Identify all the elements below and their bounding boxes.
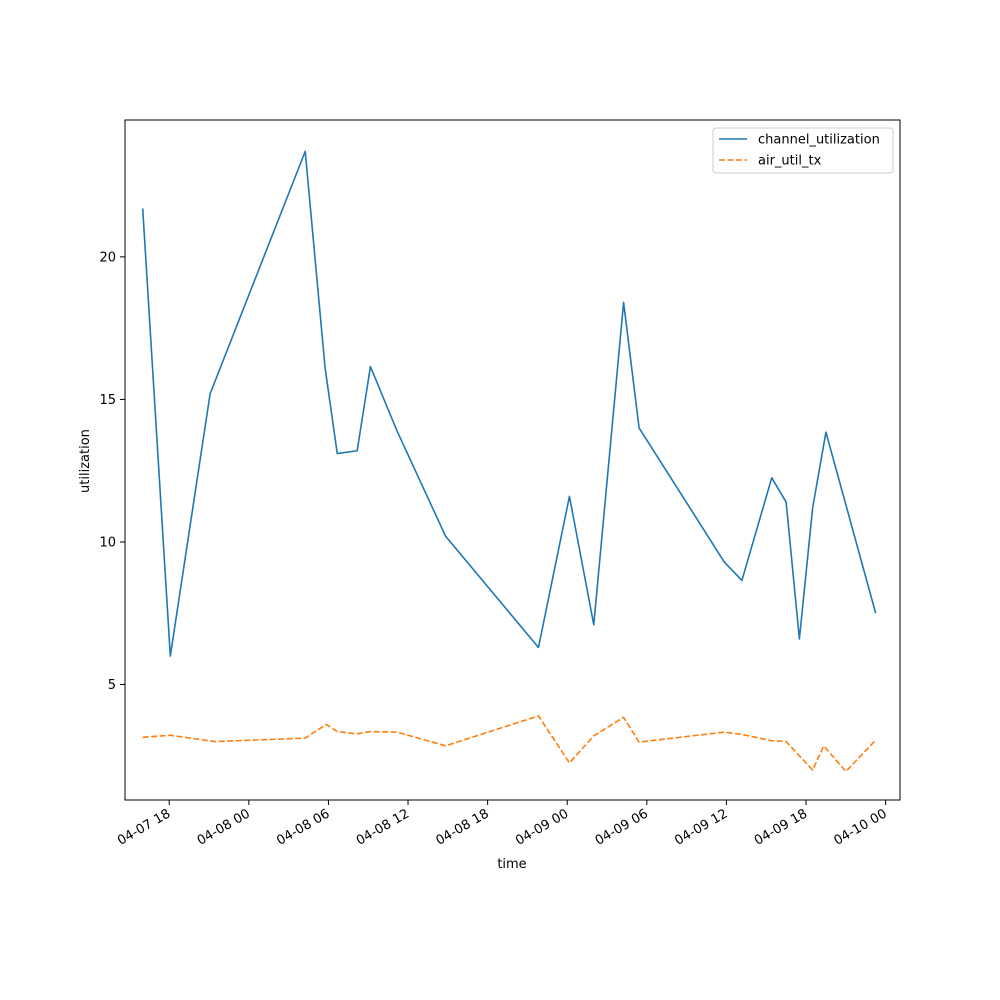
y-axis-title: utilization <box>78 429 93 493</box>
series-layer <box>141 150 877 773</box>
y-tick-label: 20 <box>99 250 116 265</box>
y-tick-label: 10 <box>99 535 116 550</box>
plot-frame <box>124 119 901 801</box>
y-tick-label: 15 <box>99 393 116 408</box>
y-axis-ticks: 5 10 15 20 <box>99 250 125 693</box>
legend: channel_utilization air_util_tx <box>712 127 894 174</box>
x-axis-title: time <box>497 857 526 872</box>
legend-box <box>712 127 894 174</box>
y-tick-label: 5 <box>108 678 116 693</box>
legend-label: channel_utilization <box>758 133 880 148</box>
plot-area <box>125 120 900 800</box>
legend-label: air_util_tx <box>758 154 822 169</box>
series-line-air-util-tx <box>142 715 877 773</box>
series-line-channel-utilization <box>141 150 877 657</box>
